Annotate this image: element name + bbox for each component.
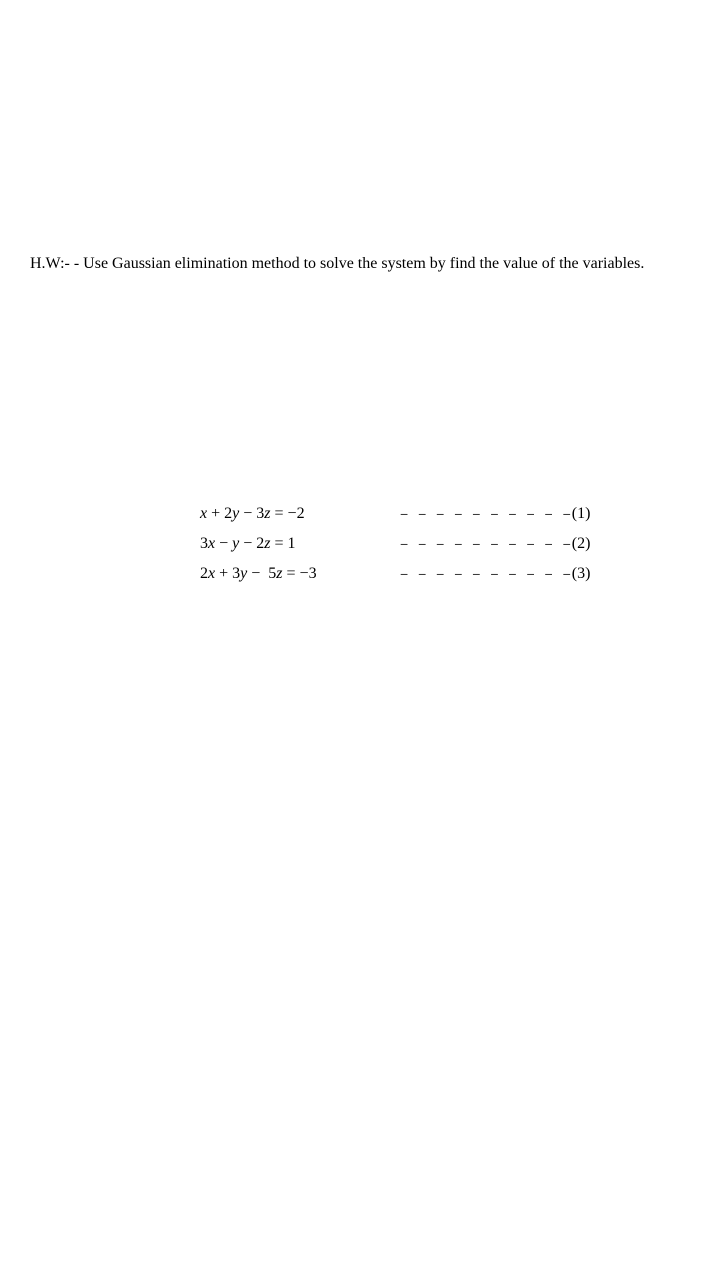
equation-dashes: − − − − − − − − − − [400,506,574,522]
equation-row: 2x + 3y − 5z = −3 − − − − − − − − − − (3… [200,565,690,583]
equation-row: x + 2y − 3z = −2 − − − − − − − − − − (1) [200,505,690,523]
equation-number: (3) [572,565,591,583]
equation-system: x + 2y − 3z = −2 − − − − − − − − − − (1)… [200,505,690,583]
equation-dashes: − − − − − − − − − − [400,536,574,552]
equation-expression: 3x − y − 2z = 1 [200,535,370,553]
equation-dashes: − − − − − − − − − − [400,566,574,582]
equation-row: 3x − y − 2z = 1 − − − − − − − − − − (2) [200,535,690,553]
page-content: H.W:- - Use Gaussian elimination method … [0,0,720,625]
instruction-text: H.W:- - Use Gaussian elimination method … [30,253,690,275]
equation-expression: 2x + 3y − 5z = −3 [200,565,370,583]
equation-expression: x + 2y − 3z = −2 [200,505,370,523]
equation-number: (2) [572,535,591,553]
equation-number: (1) [572,505,591,523]
